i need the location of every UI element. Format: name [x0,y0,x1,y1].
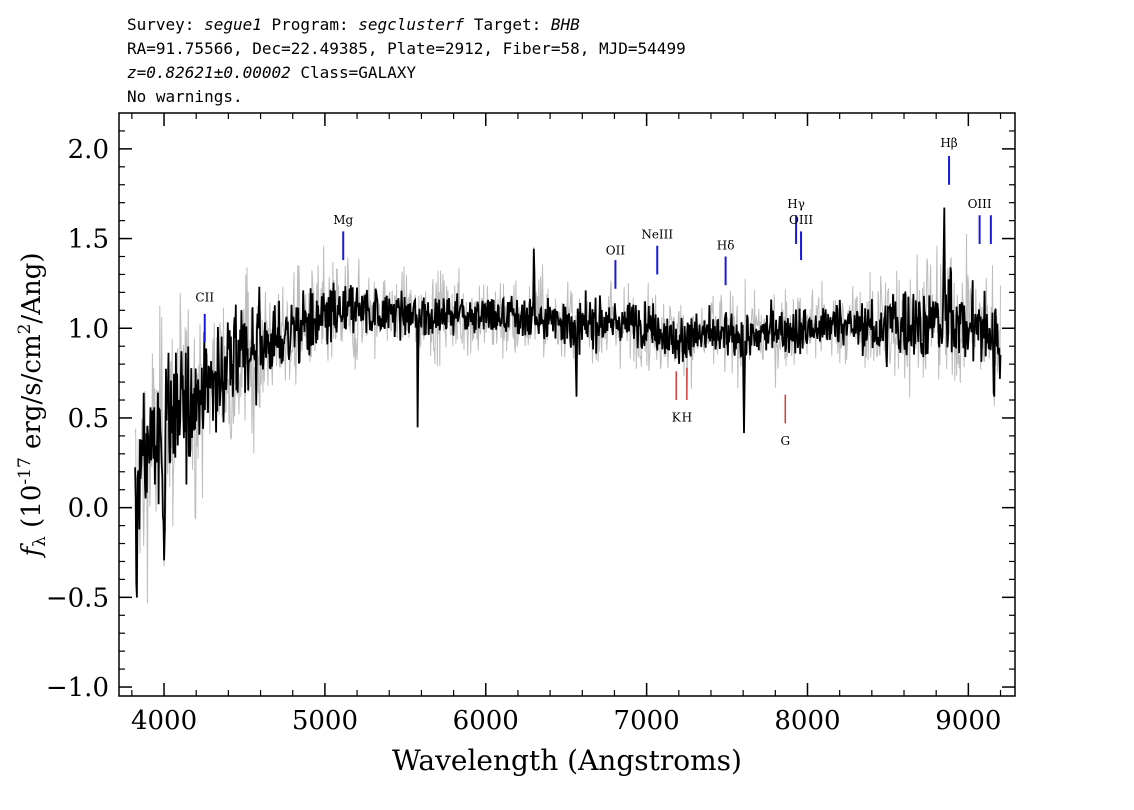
y-tick-label: −0.5 [46,583,109,613]
redshift-value: z=0.82621±0.00002 [127,63,291,82]
plot-axes: 4000 5000 6000 7000 8000 9000 −1.0 −0.5 0.0 0.5 1.… [15,112,1016,777]
y-tick-label: 0.0 [68,494,109,524]
x-tick-label: 9000 [935,706,1001,736]
header-line-2: RA=91.75566, Dec=22.49385, Plate=2912, F… [127,39,686,58]
x-tick-label: 4000 [131,706,197,736]
emission-line-label: OII [606,244,626,258]
absorption-line-label: K [672,411,682,425]
y-tick-label: 1.5 [68,225,109,255]
header-line-3: z=0.82621±0.00002 Class=GALAXY [127,65,416,81]
emission-line-label: CII [195,290,214,304]
survey-value: segue1 [204,15,262,34]
x-tick-label: 6000 [453,706,519,736]
emission-line-label: NeIII [641,228,673,242]
header-line-1: Survey: segue1 Program: segclusterf Targ… [127,17,580,33]
emission-line-label: Hβ [940,136,957,150]
smoothed-flux-line [134,207,1002,598]
x-tick-label: 7000 [614,706,680,736]
emission-line-label: Hδ [717,238,735,252]
spectral-line-markers: CII Mg OII NeIII Hδ Hγ OIII Hβ OIII K H G [195,136,991,448]
absorption-line-label: G [780,434,790,448]
raw-flux-line [134,206,1001,604]
x-tick-label: 5000 [292,706,358,736]
smoothed-flux-layer [134,207,1002,598]
class-value: Class=GALAXY [300,63,416,82]
y-tick-label: 2.0 [68,135,109,165]
header-line-4: No warnings. [127,87,243,106]
emission-line-label: OIII [968,197,992,211]
emission-line-label: OIII [789,213,813,227]
x-tick-label: 8000 [774,706,840,736]
y-axis-label: fλ (10-17 erg/s/cm2/Ang) [15,252,50,558]
x-axis-label: Wavelength (Angstroms) [392,744,742,777]
survey-label: Survey: [127,15,195,34]
plot-frame [118,112,1016,697]
emission-line-label: Mg [333,213,353,227]
y-tick-label: 0.5 [68,404,109,434]
emission-line-label: Hγ [787,197,805,211]
raw-flux-layer [134,206,1001,604]
program-label: Program: [271,15,349,34]
y-tick-label: −1.0 [46,673,109,703]
program-value: segclusterf [358,15,465,34]
y-tick-label: 1.0 [68,314,109,344]
target-value: BHB [550,15,580,34]
absorption-line-label: H [682,411,692,425]
target-label: Target: [473,15,542,34]
